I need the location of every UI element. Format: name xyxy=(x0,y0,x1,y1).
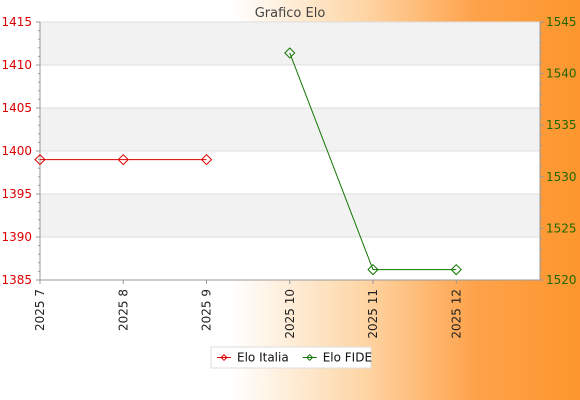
data-point xyxy=(284,47,296,59)
data-point xyxy=(200,153,213,166)
y-right-tick-label: 1540 xyxy=(546,67,577,81)
y-left-tick-label: 1405 xyxy=(1,101,32,115)
plot-band xyxy=(40,237,540,280)
data-point xyxy=(367,264,379,276)
y-right-tick-label: 1535 xyxy=(546,118,577,132)
plot-band xyxy=(40,194,540,237)
data-point xyxy=(117,153,129,166)
legend: Elo Italia Elo FIDE xyxy=(210,346,372,369)
y-left-tick-label: 1410 xyxy=(1,58,32,72)
plot-band xyxy=(40,65,540,108)
plot-band xyxy=(40,108,540,151)
data-point xyxy=(34,153,46,166)
x-tick-label: 2025 12 xyxy=(449,289,463,339)
series-elo-italia xyxy=(34,153,213,166)
legend-marker xyxy=(306,353,314,362)
legend-entry: Elo Italia xyxy=(217,351,289,365)
y-right-tick-label: 1520 xyxy=(546,273,577,287)
plot-band xyxy=(40,151,540,194)
series-line xyxy=(289,52,457,271)
x-tick-label: 2025 11 xyxy=(366,289,380,339)
y-right-tick-label: 1525 xyxy=(546,221,577,235)
chart-title: Grafico Elo xyxy=(255,6,326,21)
x-tick-label: 2025 10 xyxy=(283,289,297,339)
legend-entry: Elo FIDE xyxy=(302,351,372,365)
x-tick-label: 2025 8 xyxy=(116,289,130,331)
series-elo-fide xyxy=(284,47,462,276)
x-tick-label: 2025 9 xyxy=(200,289,214,331)
y-left-tick-label: 1415 xyxy=(1,15,32,29)
legend-label: Elo Italia xyxy=(237,351,289,365)
legend-marker xyxy=(220,353,228,362)
data-point xyxy=(450,264,462,276)
y-left-tick-label: 1395 xyxy=(1,187,32,201)
y-right-tick-label: 1545 xyxy=(546,15,577,29)
y-right-tick-label: 1530 xyxy=(546,170,577,184)
plot-area xyxy=(36,21,544,284)
plot-band xyxy=(40,22,540,65)
legend-label: Elo FIDE xyxy=(323,351,372,365)
x-tick-label: 2025 7 xyxy=(33,289,47,331)
y-left-tick-label: 1385 xyxy=(1,273,32,287)
y-left-tick-label: 1390 xyxy=(1,230,32,244)
legend-box xyxy=(210,346,372,369)
y-left-tick-label: 1400 xyxy=(1,144,32,158)
